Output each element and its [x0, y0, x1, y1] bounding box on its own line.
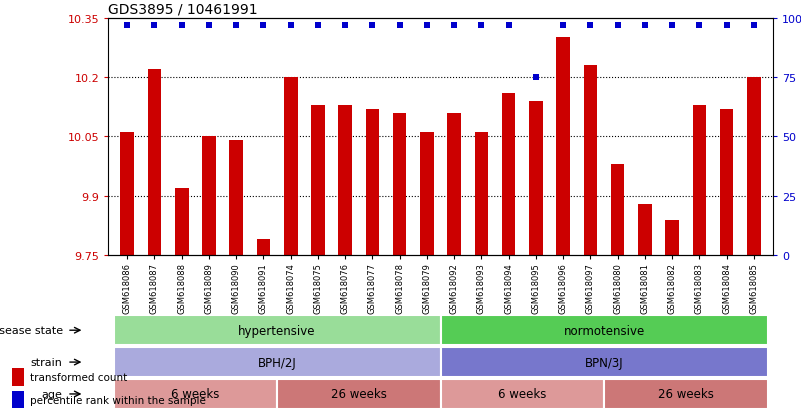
Text: 6 weeks: 6 weeks: [498, 387, 546, 401]
Text: strain: strain: [31, 357, 62, 367]
Bar: [666, 220, 679, 256]
Bar: [365, 109, 379, 256]
Text: GDS3895 / 10461991: GDS3895 / 10461991: [108, 2, 258, 16]
Point: [366, 22, 379, 29]
Point: [148, 22, 161, 29]
Point: [421, 22, 433, 29]
Bar: [441, 316, 767, 345]
Point: [230, 22, 243, 29]
Text: percentile rank within the sample: percentile rank within the sample: [30, 395, 206, 405]
Text: transformed count: transformed count: [30, 373, 127, 382]
Point: [747, 22, 760, 29]
Point: [693, 22, 706, 29]
Text: disease state: disease state: [0, 325, 62, 335]
Text: hypertensive: hypertensive: [239, 324, 316, 337]
Bar: [611, 165, 625, 256]
Point: [584, 22, 597, 29]
Bar: [638, 204, 652, 256]
Bar: [475, 133, 489, 256]
Bar: [529, 102, 543, 256]
Text: 6 weeks: 6 weeks: [171, 387, 219, 401]
Bar: [441, 347, 767, 377]
Bar: [12, 368, 24, 386]
Point: [529, 74, 542, 81]
Point: [448, 22, 461, 29]
Bar: [311, 105, 324, 256]
Point: [203, 22, 215, 29]
Bar: [420, 133, 433, 256]
Bar: [277, 379, 441, 409]
Bar: [747, 78, 761, 256]
Point: [502, 22, 515, 29]
Bar: [720, 109, 734, 256]
Point: [175, 22, 188, 29]
Bar: [114, 379, 277, 409]
Text: BPN/3J: BPN/3J: [585, 356, 623, 369]
Point: [121, 22, 134, 29]
Point: [611, 22, 624, 29]
Bar: [392, 114, 406, 256]
Point: [638, 22, 651, 29]
Text: age: age: [42, 389, 62, 399]
Bar: [114, 347, 441, 377]
Point: [312, 22, 324, 29]
Bar: [584, 66, 598, 256]
Bar: [256, 240, 270, 256]
Bar: [175, 188, 188, 256]
Bar: [557, 38, 570, 256]
Bar: [114, 316, 441, 345]
Text: 26 weeks: 26 weeks: [331, 387, 387, 401]
Point: [257, 22, 270, 29]
Point: [557, 22, 570, 29]
Point: [284, 22, 297, 29]
Bar: [202, 137, 215, 256]
Bar: [604, 379, 767, 409]
Bar: [502, 94, 516, 256]
Point: [720, 22, 733, 29]
Bar: [147, 70, 161, 256]
Bar: [229, 141, 243, 256]
Text: 26 weeks: 26 weeks: [658, 387, 714, 401]
Bar: [448, 114, 461, 256]
Bar: [284, 78, 297, 256]
Text: BPH/2J: BPH/2J: [258, 356, 296, 369]
Point: [666, 22, 678, 29]
Point: [475, 22, 488, 29]
Point: [339, 22, 352, 29]
Text: normotensive: normotensive: [563, 324, 645, 337]
Bar: [338, 105, 352, 256]
Bar: [693, 105, 706, 256]
Bar: [12, 391, 24, 408]
Bar: [120, 133, 134, 256]
Point: [393, 22, 406, 29]
Bar: [441, 379, 604, 409]
